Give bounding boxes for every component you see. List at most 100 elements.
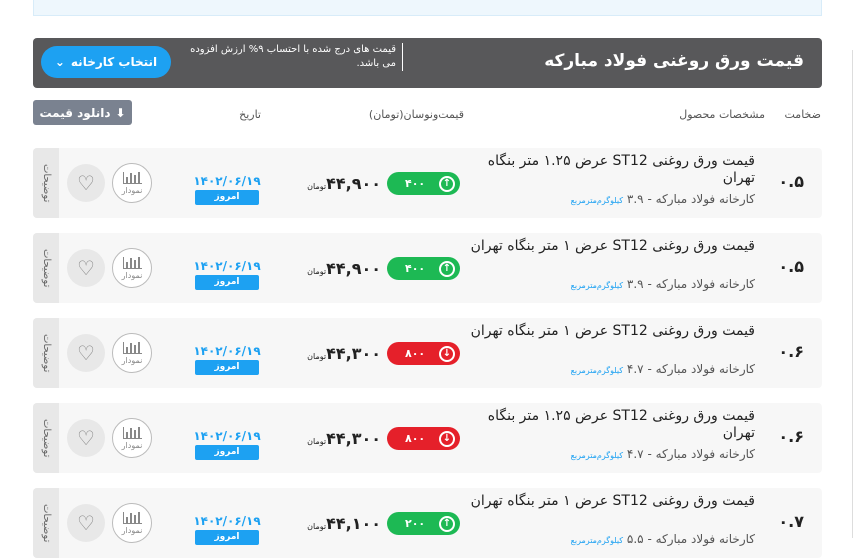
arrow-down-icon: ↓ [439,430,455,447]
product-name[interactable]: قیمت ورق روغنی ST12 عرض ۱ متر بنگاه تهرا… [470,238,755,254]
info-box [33,0,822,16]
product-name[interactable]: قیمت ورق روغنی ST12 عرض ۱ متر بنگاه تهرا… [470,493,755,509]
select-factory-button[interactable]: انتخاب کارخانه ⌄ [41,46,171,78]
price-change-badge: ۸۰۰ ↓ [387,342,460,365]
chart-label: نمودار [121,270,143,280]
product-factory: کارخانه فولاد مبارکه - ۴.۷ کیلوگرم‌مترمر… [468,362,755,376]
today-badge: امروز [195,445,259,460]
currency: تومان [307,522,327,531]
chart-label: نمودار [121,440,143,450]
today-badge: امروز [195,275,259,290]
product-name[interactable]: قیمت ورق روغنی ST12 عرض ۱.۲۵ متر بنگاه ت… [487,408,755,441]
price-change-badge: ۴۰۰ ↑ [387,257,460,280]
currency: تومان [307,267,327,276]
bar-chart-icon [122,341,142,354]
col-specs: مشخصات محصول [679,108,765,121]
unit: کیلوگرم‌مترمربع [570,536,624,545]
unit: کیلوگرم‌مترمربع [570,281,624,290]
chart-label: نمودار [121,185,143,195]
price-change-badge: ۴۰۰ ↑ [387,172,460,195]
table-row: توضیحات ♡ نمودار ۱۴۰۲/۰۶/۱۹ امروز ۴۴,۳۰۰… [33,318,822,388]
product-name[interactable]: قیمت ورق روغنی ST12 عرض ۱.۲۵ متر بنگاه ت… [487,153,755,186]
heart-icon[interactable]: ♡ [67,419,105,457]
unit: کیلوگرم‌مترمربع [570,196,624,205]
table-row: توضیحات ♡ نمودار ۱۴۰۲/۰۶/۱۹ امروز ۴۴,۹۰۰… [33,233,822,303]
bar-chart-icon [122,171,142,184]
bar-chart-icon [122,256,142,269]
price-value: ۴۴,۹۰۰ [326,174,381,193]
change-value: ۴۰۰ [405,262,426,275]
price-value: ۴۴,۳۰۰ [326,344,381,363]
page-header: قیمت ورق روغنی فولاد مبارکه قیمت های درج… [33,38,822,88]
today-badge: امروز [195,190,259,205]
factory: کارخانه فولاد مبارکه - ۳.۹ [626,277,755,291]
table-row: توضیحات ♡ نمودار ۱۴۰۲/۰۶/۱۹ امروز ۴۴,۳۰۰… [33,403,822,473]
product-factory: کارخانه فولاد مبارکه - ۳.۹ کیلوگرم‌مترمر… [468,192,755,206]
heart-icon[interactable]: ♡ [67,164,105,202]
change-value: ۲۰۰ [405,517,426,530]
col-thickness: ضخامت [784,108,822,121]
price-value: ۴۴,۳۰۰ [326,429,381,448]
page-title: قیمت ورق روغنی فولاد مبارکه [544,51,804,71]
col-date: تاریخ [239,108,261,121]
details-tab[interactable]: توضیحات [33,403,59,473]
price: ۴۴,۹۰۰تومان [273,259,381,278]
details-tab[interactable]: توضیحات [33,318,59,388]
download-price-button[interactable]: ⬇ دانلود قیمت [33,100,132,125]
unit: کیلوگرم‌مترمربع [570,366,624,375]
thickness: ۰.۶ [778,427,804,446]
date: ۱۴۰۲/۰۶/۱۹ [193,259,261,273]
table-row: توضیحات ♡ نمودار ۱۴۰۲/۰۶/۱۹ امروز ۴۴,۹۰۰… [33,148,822,218]
price: ۴۴,۳۰۰تومان [273,429,381,448]
select-factory-label: انتخاب کارخانه [70,55,158,69]
thickness: ۰.۷ [778,512,804,531]
product-factory: کارخانه فولاد مبارکه - ۳.۹ کیلوگرم‌مترمر… [468,277,755,291]
thickness: ۰.۶ [778,342,804,361]
file-download-icon: ⬇ [115,105,126,120]
currency: تومان [307,437,327,446]
details-tab[interactable]: توضیحات [33,233,59,303]
change-value: ۴۰۰ [405,177,426,190]
heart-icon[interactable]: ♡ [67,504,105,542]
price: ۴۴,۳۰۰تومان [273,344,381,363]
factory: کارخانه فولاد مبارکه - ۵.۵ [626,532,755,546]
factory: کارخانه فولاد مبارکه - ۴.۷ [626,447,755,461]
chart-label: نمودار [121,355,143,365]
chart-button[interactable]: نمودار [112,503,152,543]
heart-icon[interactable]: ♡ [67,249,105,287]
today-badge: امروز [195,360,259,375]
details-tab[interactable]: توضیحات [33,488,59,558]
chevron-down-icon: ⌄ [54,55,65,69]
bar-chart-icon [122,511,142,524]
product-factory: کارخانه فولاد مبارکه - ۴.۷ کیلوگرم‌مترمر… [468,447,755,461]
arrow-up-icon: ↑ [439,515,455,532]
factory: کارخانه فولاد مبارکه - ۳.۹ [626,192,755,206]
heart-icon[interactable]: ♡ [67,334,105,372]
unit: کیلوگرم‌مترمربع [570,451,624,460]
thickness: ۰.۵ [778,172,804,191]
col-price: قیمت‌ونوسان(تومان) [368,108,464,121]
bar-chart-icon [122,426,142,439]
side-panel-edge [852,50,857,538]
chart-button[interactable]: نمودار [112,163,152,203]
chart-label: نمودار [121,525,143,535]
vat-note: قیمت های درج شده با احتساب ۹% ارزش افزود… [183,43,403,71]
arrow-up-icon: ↑ [439,260,455,277]
price-change-badge: ۸۰۰ ↓ [387,427,460,450]
chart-button[interactable]: نمودار [112,333,152,373]
arrow-down-icon: ↓ [439,345,455,362]
date: ۱۴۰۲/۰۶/۱۹ [193,514,261,528]
date: ۱۴۰۲/۰۶/۱۹ [193,174,261,188]
chart-button[interactable]: نمودار [112,418,152,458]
details-tab[interactable]: توضیحات [33,148,59,218]
product-name[interactable]: قیمت ورق روغنی ST12 عرض ۱ متر بنگاه تهرا… [470,323,755,339]
currency: تومان [307,182,327,191]
date: ۱۴۰۲/۰۶/۱۹ [193,429,261,443]
factory: کارخانه فولاد مبارکه - ۴.۷ [626,362,755,376]
price-value: ۴۴,۱۰۰ [326,514,381,533]
thickness: ۰.۵ [778,257,804,276]
date: ۱۴۰۲/۰۶/۱۹ [193,344,261,358]
currency: تومان [307,352,327,361]
chart-button[interactable]: نمودار [112,248,152,288]
price-value: ۴۴,۹۰۰ [326,259,381,278]
